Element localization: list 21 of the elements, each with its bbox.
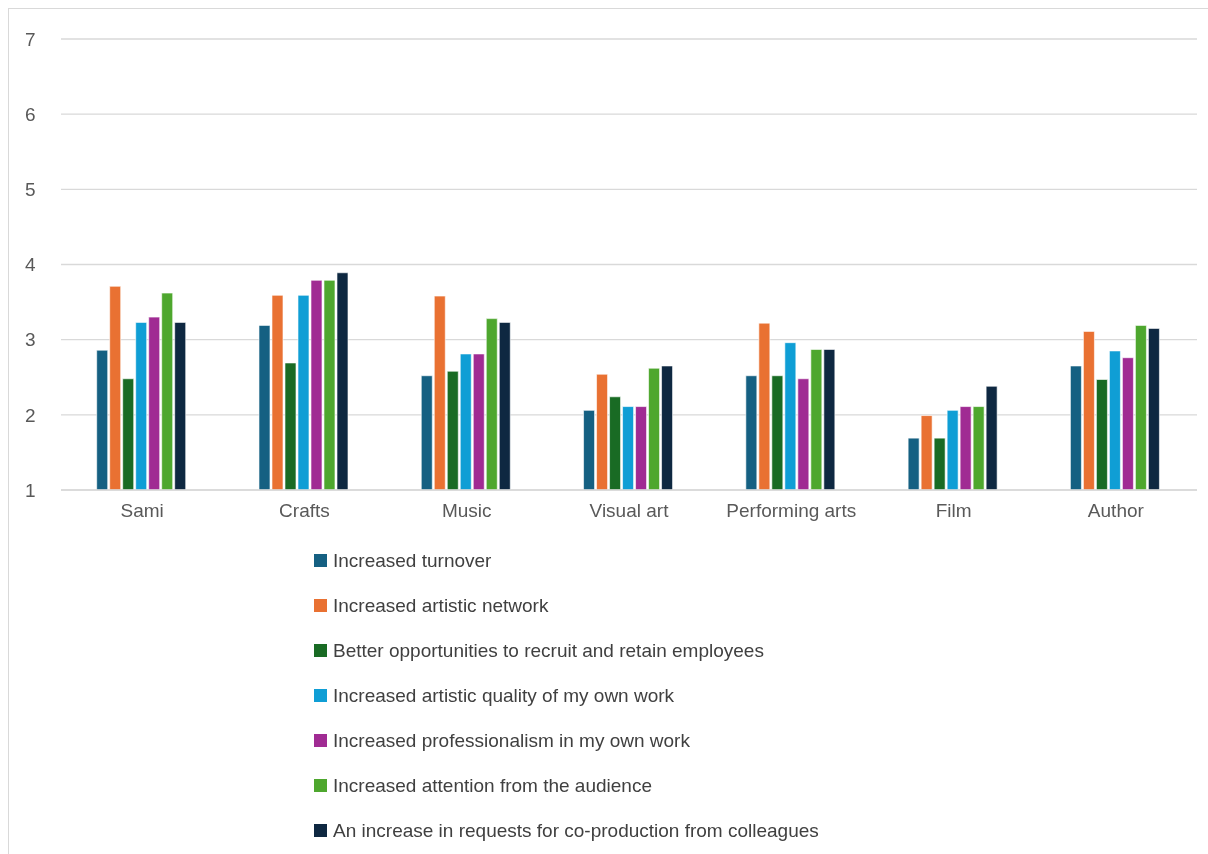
x-tick-label: Performing arts bbox=[726, 500, 857, 522]
x-tick-label: Sami bbox=[120, 500, 164, 522]
x-tick-label: Music bbox=[441, 500, 492, 522]
legend-label: Increased turnover bbox=[333, 549, 492, 572]
y-tick-label: 1 bbox=[25, 479, 36, 501]
y-tick-label: 2 bbox=[25, 404, 36, 426]
legend-label: Increased artistic quality of my own work bbox=[333, 684, 675, 707]
legend-label: Increased artistic network bbox=[333, 594, 549, 617]
y-tick-label: 7 bbox=[25, 28, 36, 50]
x-tick-label: Film bbox=[935, 500, 972, 522]
legend-label: Better opportunities to recruit and retain employees bbox=[333, 639, 764, 662]
y-tick-label: 6 bbox=[25, 103, 36, 125]
legend-label: Increased attention from the audience bbox=[333, 774, 652, 797]
y-tick-label: 5 bbox=[25, 179, 36, 201]
y-tick-label: 4 bbox=[25, 254, 36, 276]
y-tick-label: 3 bbox=[25, 329, 36, 351]
legend-label: Increased professionalism in my own work bbox=[333, 729, 690, 752]
legend-label: An increase in requests for co-production from colleagues bbox=[333, 819, 819, 842]
x-tick-label: Author bbox=[1087, 500, 1145, 522]
x-tick-label: Visual art bbox=[589, 500, 670, 522]
x-tick-label: Crafts bbox=[279, 500, 330, 522]
